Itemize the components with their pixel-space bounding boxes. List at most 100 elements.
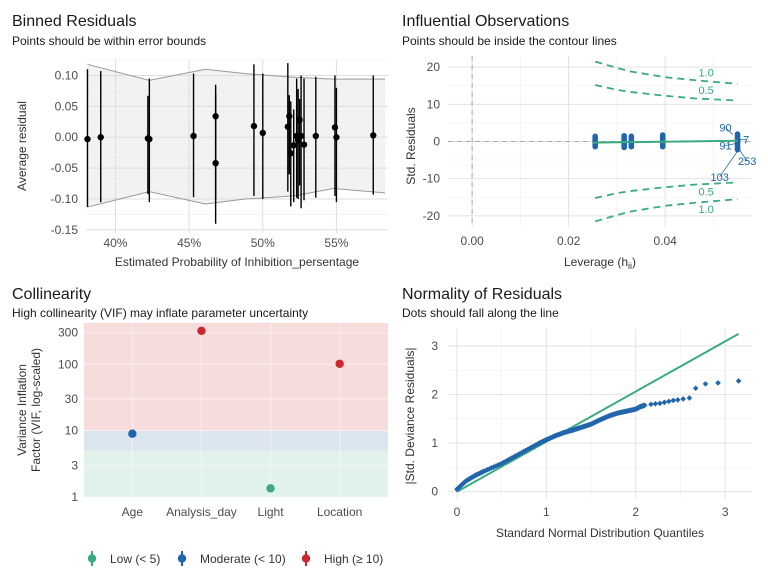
binned-y-ticks: 0.10 0.05 0.00 -0.05 -0.10 -0.15 bbox=[51, 68, 79, 236]
binned-point bbox=[300, 141, 308, 148]
collinearity-point bbox=[128, 429, 137, 438]
panel-influential-observations: Influential Observations Points should b… bbox=[402, 13, 756, 271]
binned-point bbox=[290, 142, 297, 149]
legend-key-moderate bbox=[177, 554, 187, 563]
binned-points bbox=[84, 63, 377, 224]
normality-point bbox=[702, 381, 709, 387]
normality-x-axis-label: Standard Normal Distribution Quantiles bbox=[496, 526, 704, 540]
normality-point bbox=[516, 451, 523, 457]
legend-key-low bbox=[87, 554, 97, 563]
collinearity-point bbox=[335, 359, 344, 368]
influence-y-tick-label: 10 bbox=[427, 97, 441, 111]
normality-point bbox=[502, 458, 509, 465]
collinearity-band-high bbox=[84, 323, 388, 431]
normality-x-tick-label: 0 bbox=[454, 505, 461, 519]
collinearity-y-tick-label: 30 bbox=[65, 392, 79, 406]
normality-point bbox=[641, 402, 648, 409]
binned-error-bounds-area bbox=[87, 64, 386, 208]
normality-point bbox=[670, 397, 677, 404]
normality-point bbox=[674, 397, 681, 403]
normality-point bbox=[482, 467, 489, 474]
influence-y-axis-label: Std. Residuals bbox=[404, 107, 418, 184]
normality-point bbox=[692, 385, 699, 392]
influence-point-labels: 90 7 91 253 103 bbox=[710, 123, 756, 184]
normality-title: Normality of Residuals bbox=[402, 286, 562, 303]
collinearity-y-tick-label: 100 bbox=[58, 357, 78, 371]
normality-point bbox=[512, 453, 519, 459]
normality-point bbox=[661, 399, 668, 406]
normality-point bbox=[480, 468, 487, 475]
binned-point bbox=[190, 132, 197, 140]
collinearity-point bbox=[197, 326, 206, 336]
collinearity-band-moderate bbox=[84, 430, 388, 451]
binned-y-axis-label: Average residual bbox=[15, 101, 29, 191]
normality-x-ticks: 0 1 2 3 bbox=[454, 505, 729, 519]
influence-point-label: 7 bbox=[743, 135, 749, 147]
normality-reference-line bbox=[456, 332, 740, 493]
binned-y-tick-label: -0.15 bbox=[51, 223, 79, 237]
normality-point bbox=[514, 452, 521, 458]
collinearity-points bbox=[128, 326, 344, 493]
influence-fit-line bbox=[592, 139, 738, 144]
collinearity-y-tick-label: 300 bbox=[58, 326, 78, 340]
collinearity-x-tick-label: Light bbox=[258, 505, 285, 519]
collinearity-y-axis-label-line2: Factor (VIF, log-scaled) bbox=[29, 348, 43, 472]
influence-label-leader bbox=[725, 142, 737, 146]
influence-y-tick-label: -20 bbox=[423, 209, 441, 223]
binned-y-tick-label: -0.05 bbox=[51, 161, 79, 175]
normality-point bbox=[496, 461, 503, 468]
binned-x-tick-label: 55% bbox=[324, 236, 348, 250]
influence-label-leader bbox=[738, 147, 748, 162]
influence-y-ticks: 20 10 0 -10 -20 bbox=[423, 60, 441, 223]
influence-contour-label: 1.0 bbox=[699, 68, 714, 80]
normality-point bbox=[680, 396, 686, 402]
binned-point bbox=[259, 129, 266, 137]
panel-collinearity: Collinearity High collinearity (VIF) may… bbox=[12, 286, 388, 519]
influence-title: Influential Observations bbox=[402, 13, 569, 30]
collinearity-x-tick-label: Location bbox=[317, 505, 362, 519]
binned-title: Binned Residuals bbox=[12, 13, 137, 30]
collinearity-point bbox=[266, 484, 275, 493]
binned-point bbox=[84, 135, 91, 143]
collinearity-y-ticks: 1 3 10 30 100 300 bbox=[58, 326, 78, 504]
normality-x-tick-label: 1 bbox=[543, 505, 550, 519]
influence-contour-line bbox=[594, 60, 738, 85]
binned-y-tick-label: 0.05 bbox=[55, 99, 79, 113]
collinearity-y-tick-label: 10 bbox=[65, 424, 79, 438]
legend-key-high bbox=[301, 554, 311, 563]
binned-point bbox=[331, 124, 339, 131]
normality-point bbox=[657, 400, 663, 407]
collinearity-grid bbox=[84, 323, 388, 498]
influence-point bbox=[659, 132, 666, 138]
panel-normality: Normality of Residuals Dots should fall … bbox=[402, 286, 752, 540]
influence-point bbox=[592, 133, 598, 140]
normality-grid bbox=[448, 329, 752, 499]
influence-point bbox=[734, 131, 741, 137]
binned-point bbox=[370, 132, 377, 139]
influence-label-leader bbox=[725, 127, 733, 135]
normality-point bbox=[490, 464, 497, 470]
binned-y-tick-label: -0.10 bbox=[51, 192, 79, 206]
influence-x-ticks: 0.00 0.02 0.04 bbox=[460, 234, 677, 248]
normality-point bbox=[486, 465, 493, 472]
influence-contour-line bbox=[594, 198, 738, 223]
influence-x-tick-label: 0.04 bbox=[653, 234, 677, 248]
normality-point bbox=[518, 449, 525, 456]
binned-x-axis-label: Estimated Probability of Inhibition_pers… bbox=[115, 255, 359, 269]
normality-point bbox=[686, 395, 693, 401]
binned-point bbox=[146, 135, 153, 143]
panel-binned-residuals: Binned Residuals Points should be within… bbox=[12, 13, 388, 269]
legend-label-high: High (≥ 10) bbox=[324, 552, 383, 566]
binned-point bbox=[212, 159, 219, 167]
influence-contour-label: 0.5 bbox=[699, 85, 714, 97]
binned-point bbox=[333, 134, 340, 141]
normality-point bbox=[648, 401, 654, 408]
influence-contour-line bbox=[594, 84, 738, 102]
binned-point bbox=[286, 113, 293, 120]
collinearity-subtitle: High collinearity (VIF) may inflate para… bbox=[12, 306, 308, 320]
influence-x-tick-label: 0.02 bbox=[557, 234, 581, 248]
binned-x-tick-label: 50% bbox=[251, 236, 275, 250]
normality-point bbox=[652, 401, 659, 407]
influence-x-axis-label: Leverage (hii) bbox=[564, 255, 636, 271]
influence-contour-label: 0.5 bbox=[699, 186, 714, 198]
